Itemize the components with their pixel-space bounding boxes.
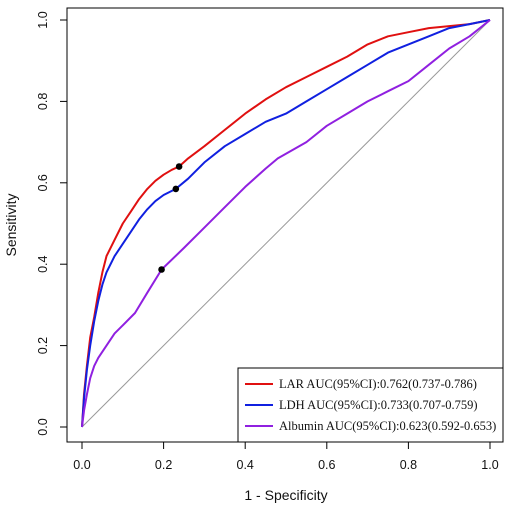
cutoff-point-2 bbox=[158, 266, 165, 273]
x-tick-label: 1.0 bbox=[481, 458, 498, 472]
series-line-2 bbox=[81, 19, 491, 428]
y-tick-label: 1.0 bbox=[36, 11, 50, 28]
reference-diagonal bbox=[81, 19, 491, 428]
y-tick-label: 0.8 bbox=[36, 93, 50, 110]
x-tick-label: 0.2 bbox=[155, 458, 172, 472]
y-axis-label: Sensitivity bbox=[3, 193, 19, 256]
cutoff-point-1 bbox=[172, 185, 180, 193]
cutoff-points bbox=[158, 163, 183, 273]
y-tick-label: 0.0 bbox=[36, 418, 50, 435]
x-tick-label: 0.0 bbox=[73, 458, 90, 472]
legend-label-0: LAR AUC(95%CI):0.762(0.737-0.786) bbox=[279, 377, 477, 391]
y-tick-label: 0.6 bbox=[36, 174, 50, 191]
x-axis: 0.0 0.2 0.4 0.6 0.8 1.0 bbox=[73, 441, 499, 472]
x-axis-label: 1 - Specificity bbox=[244, 487, 327, 503]
cutoff-point-0 bbox=[175, 163, 183, 170]
legend-label-2: Albumin AUC(95%CI):0.623(0.592-0.653) bbox=[279, 419, 496, 433]
legend: LAR AUC(95%CI):0.762(0.737-0.786) LDH AUC… bbox=[237, 367, 504, 443]
x-tick-label: 0.4 bbox=[237, 458, 254, 472]
x-tick-label: 0.8 bbox=[400, 458, 417, 472]
series-line-1 bbox=[81, 19, 491, 428]
legend-label-1: LDH AUC(95%CI):0.733(0.707-0.759) bbox=[279, 398, 478, 412]
legend-box bbox=[237, 367, 504, 443]
y-tick-label: 0.4 bbox=[36, 255, 50, 272]
x-tick-label: 0.6 bbox=[318, 458, 335, 472]
y-axis: 0.0 0.2 0.4 0.6 0.8 1.0 bbox=[36, 11, 68, 436]
y-tick-label: 0.2 bbox=[36, 337, 50, 354]
